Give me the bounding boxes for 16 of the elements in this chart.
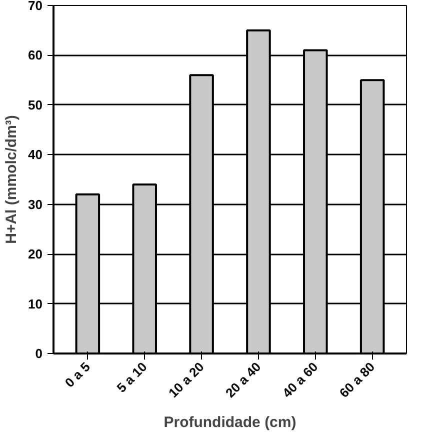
y-tick-label: 0 bbox=[35, 346, 43, 361]
x-axis-title: Profundidade (cm) bbox=[164, 414, 296, 431]
x-tick-label: 0 a 5 bbox=[62, 359, 93, 390]
y-tick-label: 30 bbox=[28, 196, 43, 212]
y-tick-label: 40 bbox=[28, 147, 43, 162]
y-tick-label: 10 bbox=[28, 296, 43, 312]
x-tick-label: 40 a 60 bbox=[279, 359, 321, 400]
y-tick-label: 50 bbox=[28, 97, 43, 112]
x-tick-label: 20 a 40 bbox=[222, 359, 264, 400]
x-tick-label: 5 a 10 bbox=[114, 359, 150, 396]
y-axis-title: H+Al (mmolc/dm³) bbox=[3, 115, 20, 244]
y-tick-label: 60 bbox=[28, 48, 43, 63]
y-tick-label: 70 bbox=[28, 0, 43, 13]
x-tick-label: 60 a 80 bbox=[336, 359, 378, 400]
y-tick-label: 20 bbox=[28, 246, 43, 262]
x-tick-label: 10 a 20 bbox=[166, 359, 207, 400]
